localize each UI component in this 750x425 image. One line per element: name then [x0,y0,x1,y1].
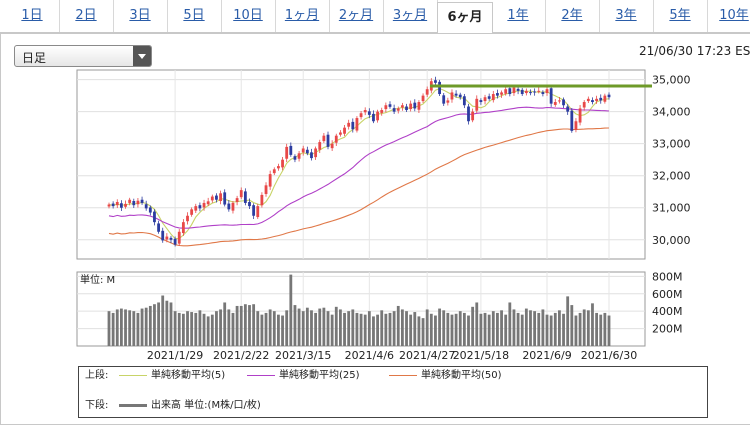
legend-lower-label: 下段: [85,400,109,411]
legend-upper-label: 上段: [85,370,109,381]
tab-10[interactable]: 2年 [545,0,600,32]
legend-ma25-label: 単純移動平均(25) [279,370,360,381]
legend-item-ma25: 単純移動平均(25) [247,369,360,383]
timestamp: 21/06/30 17:23 ES [639,44,750,58]
tab-11[interactable]: 3年 [599,0,654,32]
legend-item-ma50: 単純移動平均(50) [389,369,502,383]
tab-8[interactable]: 6ヶ月 [437,2,493,35]
tab-1[interactable]: 2日 [59,0,114,32]
tab-13[interactable]: 10年 [707,0,750,32]
tab-2[interactable]: 3日 [113,0,168,32]
chevron-down-icon [133,46,151,66]
legend-swatch-ma5 [119,374,147,376]
period-select[interactable]: 日足 [14,45,152,67]
legend-swatch-ma25 [247,374,275,376]
legend-ma50-label: 単純移動平均(50) [421,370,502,381]
period-select-value: 日足 [22,51,47,65]
tab-5[interactable]: 1ヶ月 [275,0,330,32]
tab-4[interactable]: 10日 [221,0,276,32]
tab-6[interactable]: 2ヶ月 [329,0,384,32]
tab-0[interactable]: 1日 [5,0,60,32]
legend-item-ma5: 単純移動平均(5) [119,369,225,383]
legend: 上段: 単純移動平均(5) 単純移動平均(25) 単純移動平均(50) 下段: … [78,366,708,418]
legend-volume-label: 出来高 単位:(M株/口/枚) [151,400,261,411]
legend-item-volume: 出来高 単位:(M株/口/枚) [119,399,261,413]
tab-12[interactable]: 5年 [653,0,708,32]
tab-3[interactable]: 5日 [167,0,222,32]
period-tabs: 1日 2日 3日 5日 10日 1ヶ月 2ヶ月 3ヶ月 6ヶ月 1年 2年 3年 5年 10年 [0,0,750,35]
legend-ma5-label: 単純移動平均(5) [151,370,226,381]
legend-swatch-volume [119,403,147,407]
tab-7[interactable]: 3ヶ月 [383,0,438,32]
legend-swatch-ma50 [389,374,417,376]
tab-9[interactable]: 1年 [491,0,546,32]
